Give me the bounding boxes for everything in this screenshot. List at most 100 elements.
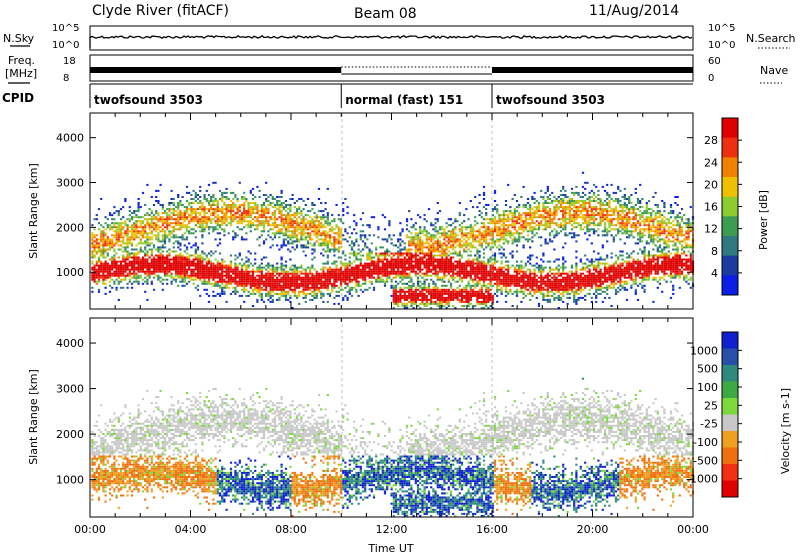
freq-tick-high: 18 [63,56,76,67]
power-cell [97,290,101,293]
power-cell [485,242,488,245]
power-cell [229,222,233,225]
power-cell [207,228,211,231]
power-cell [421,240,424,243]
power-cell [113,258,116,261]
power-cell [335,264,338,267]
power-cell [287,214,290,217]
power-cell [438,260,442,263]
power-cell [298,206,301,209]
power-cell [91,274,94,277]
power-cell [427,290,431,293]
power-cell [141,236,145,239]
power-cell [309,298,312,301]
power-cell [161,268,164,271]
power-cell [146,270,149,273]
power-cell [126,272,129,275]
power-cell [177,272,180,275]
power-cell [423,234,426,237]
power-cell [397,260,400,263]
power-cell [293,268,296,271]
power-cell [291,224,294,227]
power-cell [397,300,400,303]
power-cell [478,244,481,247]
power-cell [207,266,211,269]
power-cell [183,284,186,287]
power-cell [496,270,499,273]
power-cell [496,234,499,237]
power-cell [509,282,512,285]
power-cell [223,222,226,225]
power-cell [326,220,329,223]
power-cell [170,266,173,269]
power-cell [203,218,206,221]
power-cell [511,234,514,237]
power-cell [482,260,486,263]
power-cell [337,236,340,239]
power-cell [287,208,290,211]
power-cell [309,242,312,245]
power-cell [449,244,453,247]
freq-strip: Freq. [MHz] 18 8 60 0 Nave [5,54,788,84]
power-cell [249,202,252,204]
power-cell [432,248,435,251]
power-cell [412,256,415,259]
power-cell [267,278,270,281]
power-cell [368,266,371,269]
power-cell [480,242,483,245]
power-cell [482,248,486,251]
power-cell [293,264,296,267]
power-cell [491,234,494,237]
power-cell [408,290,411,293]
power-cell [284,230,288,233]
power-cell [456,296,459,299]
power-cell [183,238,186,241]
power-cell [245,224,248,227]
power-cell [212,294,215,297]
power-cell [405,250,409,253]
power-cell [460,246,464,249]
power-cell [181,258,184,261]
power-cell [324,274,327,277]
power-cell [201,270,204,273]
power-cell [278,204,281,206]
power-cell [463,274,466,277]
power-cell [412,284,415,287]
power-cell [280,280,283,283]
power-cell [214,226,217,229]
power-cell [104,266,107,269]
power-cell [276,276,279,279]
power-cell [456,270,459,273]
power-cell [463,276,466,279]
power-cell [194,230,197,233]
power-cell [273,198,277,200]
power-cell [370,262,373,265]
power-cell [284,232,288,235]
power-cell [119,280,123,283]
power-cell [476,276,479,279]
power-cell [240,220,244,223]
power-cell [115,268,118,271]
power-cell [399,296,402,299]
power-cell [232,220,235,223]
power-cell [137,210,140,213]
power-cell [456,272,459,275]
power-cell [467,290,470,293]
power-cell [119,274,123,277]
power-cell [227,266,230,269]
power-cell [498,266,501,269]
power-cell [500,272,503,275]
power-cell [152,204,156,206]
power-cell [291,214,294,217]
power-cell [311,248,314,251]
power-cell [342,252,345,255]
power-cell [447,305,450,307]
power-cell [375,252,378,255]
power-cell [333,278,336,281]
power-cell [350,246,354,249]
power-cell [243,204,246,206]
power-cell [194,236,197,239]
power-cell [256,210,259,213]
power-cell [247,270,250,273]
power-cell [337,246,340,249]
